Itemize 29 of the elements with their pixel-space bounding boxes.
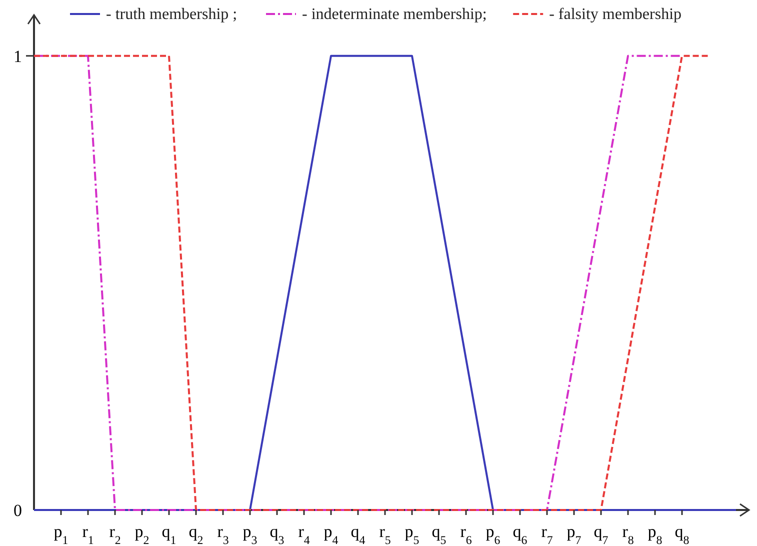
- x-tick-label: q$_{3}$: [270, 522, 284, 546]
- x-tick-label: p$_{3}$: [242, 522, 258, 546]
- legend-label: - indeterminate membership;: [302, 6, 487, 23]
- x-tick-label: q$_{2}$: [188, 522, 204, 546]
- legend-label: - truth membership ;: [106, 6, 238, 23]
- x-tick-label: r$_{7}$: [541, 522, 553, 546]
- x-tick-label: q$_{4}$: [350, 522, 366, 546]
- x-tick-label: q$_{5}$: [432, 522, 446, 546]
- x-tick-label: r$_{1}$: [82, 522, 94, 546]
- y-tick-label: 1: [14, 46, 22, 66]
- y-tick-label: 0: [14, 501, 22, 520]
- x-tick-label: r$_{6}$: [460, 522, 472, 546]
- x-tick-label: p$_{8}$: [648, 522, 662, 546]
- x-tick-label: q$_{8}$: [674, 522, 690, 546]
- legend-label: - falsity membership: [549, 6, 682, 23]
- x-tick-label: r$_{3}$: [217, 522, 229, 546]
- x-tick-label: r$_{8}$: [622, 522, 634, 546]
- x-tick-label: r$_{5}$: [379, 522, 391, 546]
- x-tick-label: p$_{7}$: [566, 522, 582, 546]
- x-tick-label: q$_{7}$: [594, 522, 608, 546]
- x-tick-label: p$_{6}$: [486, 522, 500, 546]
- x-tick-label: p$_{5}$: [404, 522, 420, 546]
- x-tick-label: q$_{1}$: [162, 522, 176, 546]
- x-tick-label: q$_{6}$: [512, 522, 528, 546]
- x-tick-label: p$_{1}$: [54, 522, 68, 546]
- x-tick-label: p$_{2}$: [134, 522, 150, 546]
- x-tick-label: r$_{4}$: [298, 522, 310, 546]
- x-tick-label: r$_{2}$: [109, 522, 121, 546]
- x-tick-label: p$_{4}$: [324, 522, 338, 546]
